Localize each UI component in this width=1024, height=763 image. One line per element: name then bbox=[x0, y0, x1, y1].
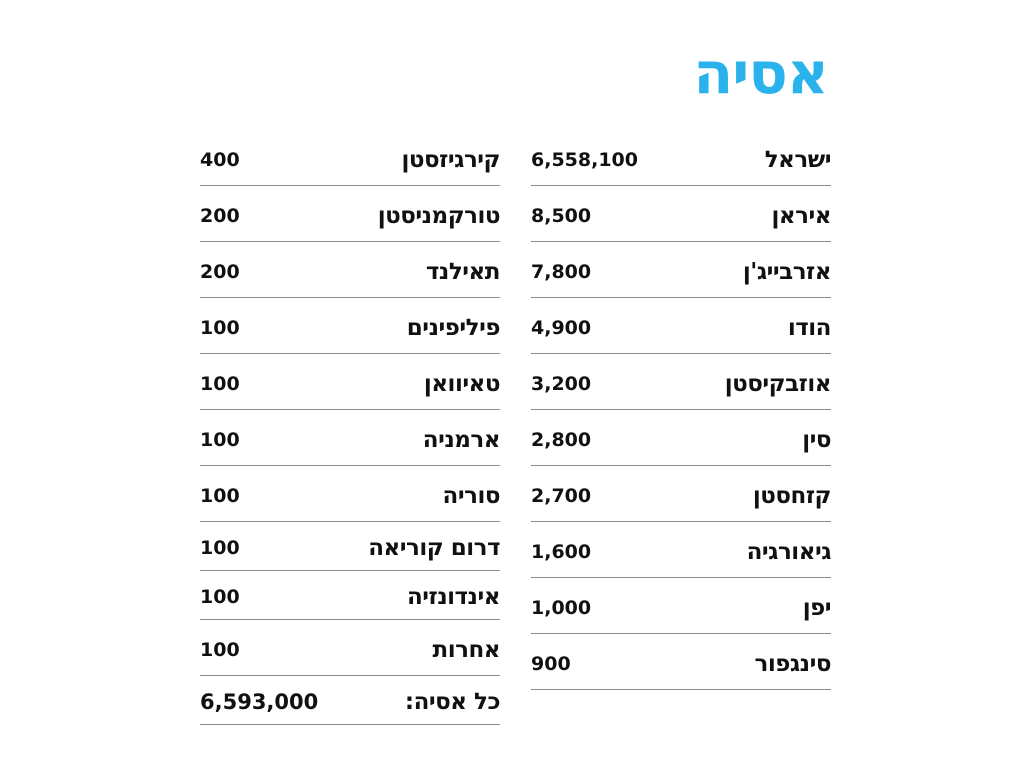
table-row: אוזבקיסטן 3,200 bbox=[531, 354, 832, 410]
table-row: דרום קוריאה 100 bbox=[200, 522, 500, 571]
page-title: אסיה bbox=[693, 39, 829, 107]
population-value: 1,600 bbox=[531, 540, 592, 563]
population-value: 100 bbox=[200, 537, 240, 559]
country-name: איראן bbox=[771, 202, 831, 229]
country-name: קירגיזסטן bbox=[401, 146, 501, 173]
country-name: סינגפור bbox=[754, 650, 832, 677]
table-row: ארמניה 100 bbox=[200, 410, 501, 466]
country-name: תאילנד bbox=[425, 258, 501, 285]
country-name: יפן bbox=[802, 594, 832, 621]
population-value: 100 bbox=[200, 586, 240, 608]
table-row: איראן 8,500 bbox=[531, 186, 831, 242]
country-name: סוריה bbox=[442, 482, 501, 509]
population-value: 100 bbox=[200, 428, 240, 451]
population-value: 4,900 bbox=[531, 316, 592, 339]
table-row: קירגיזסטן 400 bbox=[200, 130, 501, 186]
population-value: 2,800 bbox=[531, 428, 592, 451]
population-value: 100 bbox=[200, 372, 240, 395]
table-row: אינדונזיה 100 bbox=[200, 571, 501, 620]
table-row: גיאורגיה 1,600 bbox=[531, 522, 832, 578]
country-name: פיליפינים bbox=[406, 314, 501, 341]
population-value: 900 bbox=[531, 652, 571, 675]
table-row: סין 2,800 bbox=[531, 410, 831, 466]
country-name: אוזבקיסטן bbox=[724, 370, 832, 397]
country-name: אחרות bbox=[432, 636, 501, 663]
table-row: ישראל 6,558,100 bbox=[531, 130, 832, 186]
population-value: 2,700 bbox=[531, 484, 592, 507]
table-row: סוריה 100 bbox=[200, 466, 501, 522]
total-value: 6,593,000 bbox=[200, 690, 319, 714]
country-name: טאיוואן bbox=[423, 370, 501, 397]
population-table-right: ישראל 6,558,100 איראן 8,500 אזרבייג'ן 7,… bbox=[531, 130, 832, 690]
population-value: 3,200 bbox=[531, 372, 592, 395]
population-value: 8,500 bbox=[531, 204, 592, 227]
population-value: 1,000 bbox=[531, 596, 592, 619]
population-value: 100 bbox=[200, 638, 240, 661]
country-name: קזחסטן bbox=[752, 482, 832, 509]
country-name: טורקמניסטן bbox=[377, 202, 501, 229]
table-row: תאילנד 200 bbox=[200, 242, 501, 298]
table-row: הודו 4,900 bbox=[531, 298, 832, 354]
country-name: אזרבייג'ן bbox=[742, 258, 832, 285]
table-row: טורקמניסטן 200 bbox=[200, 186, 501, 242]
country-name: אינדונזיה bbox=[406, 584, 501, 610]
country-name: גיאורגיה bbox=[746, 538, 832, 565]
country-name: ארמניה bbox=[422, 426, 501, 453]
total-row: כל אסיה: 6,593,000 bbox=[200, 676, 501, 725]
table-row: קזחסטן 2,700 bbox=[531, 466, 832, 522]
population-value: 200 bbox=[200, 204, 240, 227]
table-row: יפן 1,000 bbox=[531, 578, 832, 634]
country-name: הודו bbox=[787, 314, 832, 341]
country-name: ישראל bbox=[764, 146, 832, 173]
population-value: 200 bbox=[200, 260, 240, 283]
table-row: אחרות 100 bbox=[200, 620, 500, 676]
table-row: אזרבייג'ן 7,800 bbox=[531, 242, 832, 298]
table-row: טאיוואן 100 bbox=[200, 354, 501, 410]
population-value: 100 bbox=[200, 316, 240, 339]
table-row: סינגפור 900 bbox=[531, 634, 832, 690]
country-name: סין bbox=[802, 426, 831, 453]
total-label: כל אסיה: bbox=[404, 689, 501, 715]
population-value: 100 bbox=[200, 484, 240, 507]
table-row: פיליפינים 100 bbox=[200, 298, 501, 354]
population-value: 6,558,100 bbox=[531, 148, 638, 171]
population-table-left: קירגיזסטן 400 טורקמניסטן 200 תאילנד 200 … bbox=[200, 130, 501, 725]
population-value: 400 bbox=[200, 148, 240, 171]
country-name: דרום קוריאה bbox=[368, 535, 500, 561]
population-value: 7,800 bbox=[531, 260, 592, 283]
